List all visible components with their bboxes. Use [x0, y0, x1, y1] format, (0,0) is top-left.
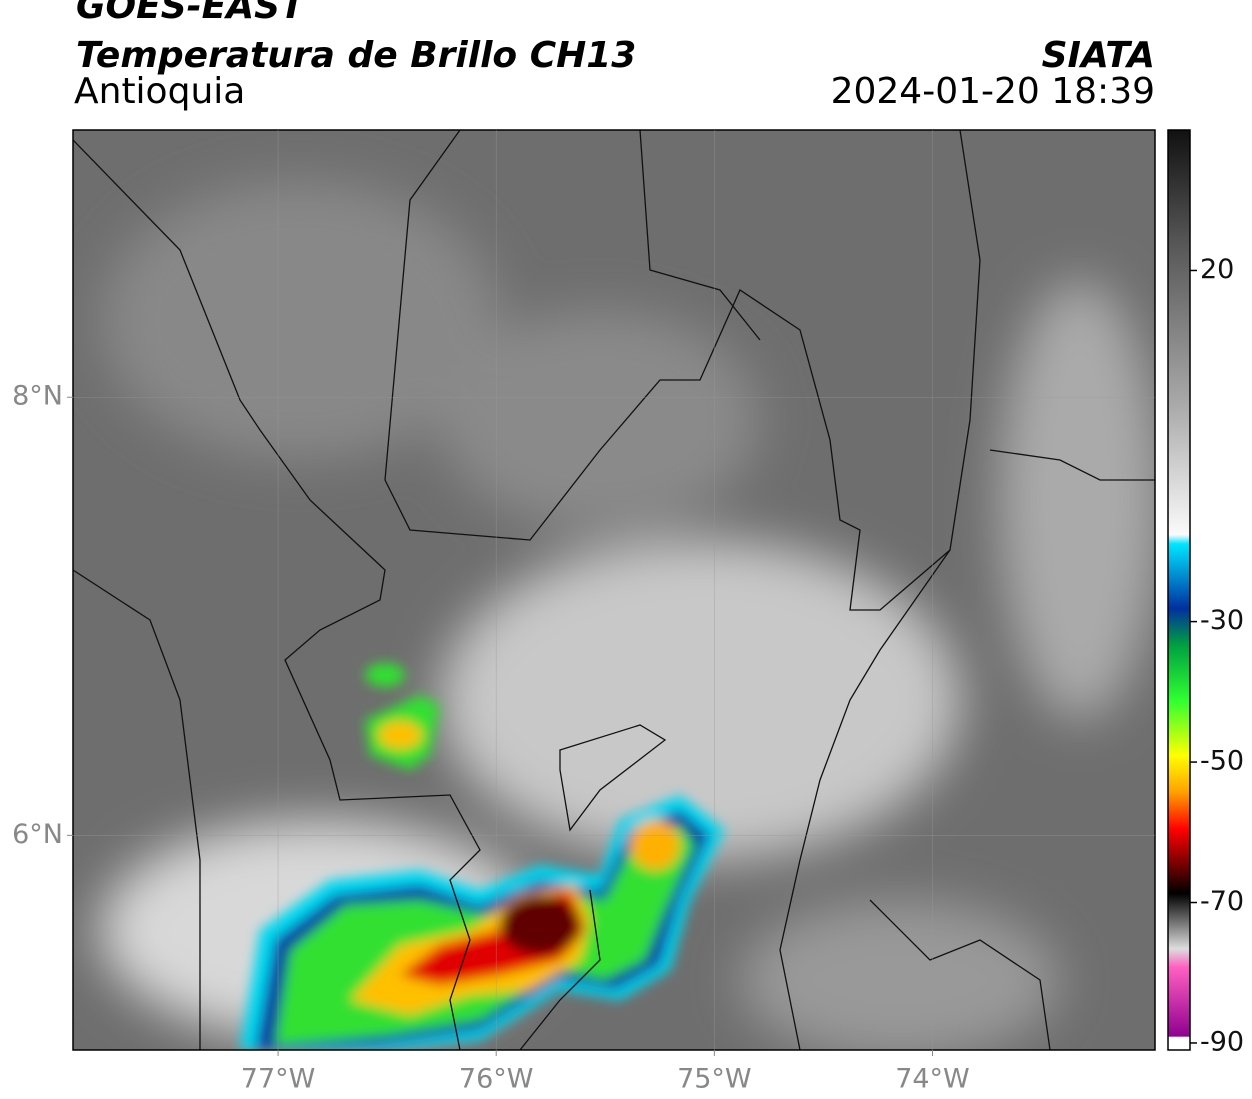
map-image — [73, 130, 1155, 1050]
colorbar-tick-label: -50 — [1200, 746, 1244, 777]
colorbar-tick-label: -90 — [1200, 1026, 1244, 1057]
colorbar-tick-label: -30 — [1200, 605, 1244, 636]
x-tick-label: 74°W — [895, 1064, 970, 1095]
title: GOES-EAST — [76, 0, 307, 27]
timestamp: 2024-01-20 18:39 — [831, 71, 1155, 112]
subtitle: Temperatura de Brillo CH13 — [76, 35, 636, 76]
x-tick-label: 75°W — [677, 1064, 752, 1095]
y-tick-label: 6°N — [12, 819, 63, 850]
map-frame — [72, 129, 1156, 1051]
region: Antioquia — [74, 71, 245, 112]
x-tick-label: 76°W — [459, 1064, 534, 1095]
y-tick-label: 8°N — [12, 381, 63, 412]
x-tick-label: 77°W — [241, 1064, 316, 1095]
source: SIATA — [1042, 35, 1155, 76]
colorbar — [1167, 129, 1191, 1051]
colorbar-tick-label: -70 — [1200, 886, 1244, 917]
colorbar-tick-label: 20 — [1200, 254, 1234, 285]
